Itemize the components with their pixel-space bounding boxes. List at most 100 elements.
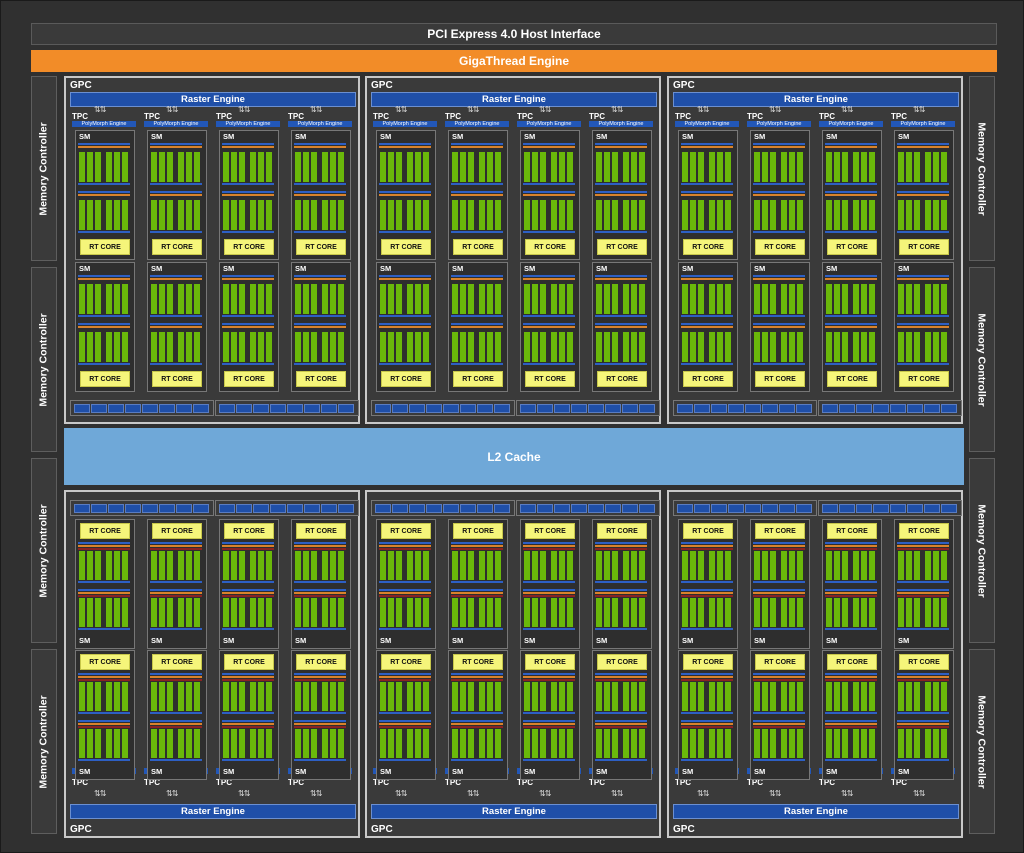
cuda-core-column bbox=[303, 551, 309, 580]
scheduler-bar bbox=[294, 723, 346, 725]
l0-bar bbox=[825, 759, 877, 761]
cuda-core-column bbox=[258, 729, 264, 758]
register-bar bbox=[523, 143, 575, 145]
cuda-core-column bbox=[194, 332, 200, 362]
scheduler-bar bbox=[451, 545, 503, 547]
texture-unit bbox=[907, 404, 923, 413]
cuda-core-column bbox=[250, 598, 256, 627]
tpc-label: TPC bbox=[675, 112, 691, 121]
cuda-core-column bbox=[178, 729, 184, 758]
scheduler-bar bbox=[451, 676, 503, 678]
cuda-core-column bbox=[853, 284, 859, 314]
l0-bar bbox=[753, 315, 805, 317]
l0-bar bbox=[78, 231, 130, 233]
register-bar bbox=[681, 275, 733, 277]
register-bar bbox=[78, 542, 130, 544]
cuda-core-column bbox=[178, 598, 184, 627]
cuda-core-column bbox=[690, 682, 696, 711]
cuda-core-column bbox=[754, 598, 760, 627]
cuda-core-column bbox=[826, 598, 832, 627]
l0-bar bbox=[595, 628, 647, 630]
texture-unit bbox=[409, 404, 425, 413]
cuda-core-column bbox=[754, 284, 760, 314]
register-bar bbox=[825, 143, 877, 145]
cuda-core-column bbox=[869, 200, 875, 230]
cuda-core-column bbox=[834, 200, 840, 230]
texture-unit-row bbox=[673, 500, 817, 516]
cuda-core-column bbox=[79, 729, 85, 758]
cuda-core-column bbox=[311, 729, 317, 758]
sm-label: SM bbox=[380, 767, 392, 776]
cuda-core-column bbox=[725, 598, 731, 627]
scheduler-bar bbox=[451, 723, 503, 725]
cuda-core-column bbox=[709, 200, 715, 230]
cuda-core-column bbox=[122, 200, 128, 230]
cuda-core-column bbox=[106, 598, 112, 627]
scheduler-bar bbox=[222, 146, 274, 148]
l0-bar bbox=[595, 363, 647, 365]
memory-controller-label: Memory Controller bbox=[38, 312, 51, 407]
tpc-label: TPC bbox=[819, 112, 835, 121]
texture-unit bbox=[426, 504, 442, 513]
cuda-core-column bbox=[495, 284, 501, 314]
register-bar bbox=[753, 275, 805, 277]
dispatch-bar bbox=[825, 548, 877, 550]
texture-unit bbox=[375, 504, 391, 513]
cuda-core-column bbox=[906, 729, 912, 758]
register-bar bbox=[150, 720, 202, 722]
cuda-core-column bbox=[151, 729, 157, 758]
scheduler-bar bbox=[825, 146, 877, 148]
rt-core: RT CORE bbox=[899, 371, 949, 387]
cuda-core-column bbox=[797, 152, 803, 182]
sm-block: SM RT CORE bbox=[219, 519, 279, 649]
rt-core: RT CORE bbox=[525, 523, 575, 539]
l0-bar bbox=[523, 581, 575, 583]
scheduler-bar bbox=[379, 592, 431, 594]
l0-bar bbox=[294, 231, 346, 233]
cuda-core-column bbox=[250, 682, 256, 711]
cuda-core-column bbox=[717, 682, 723, 711]
cuda-core-column bbox=[114, 551, 120, 580]
cuda-core-column bbox=[407, 332, 413, 362]
cuda-core-column bbox=[266, 598, 272, 627]
dispatch-bar bbox=[825, 595, 877, 597]
cuda-core-column bbox=[407, 598, 413, 627]
l0-bar bbox=[897, 581, 949, 583]
cuda-core-column bbox=[231, 551, 237, 580]
dispatch-bar bbox=[150, 548, 202, 550]
l0-bar bbox=[523, 231, 575, 233]
sm-block: SM RT CORE bbox=[75, 262, 135, 392]
l0-bar bbox=[451, 363, 503, 365]
cuda-core-column bbox=[612, 200, 618, 230]
cuda-core-column bbox=[487, 200, 493, 230]
cuda-core-column bbox=[612, 152, 618, 182]
cuda-core-column bbox=[231, 332, 237, 362]
cuda-core-column bbox=[933, 152, 939, 182]
cuda-core-column bbox=[330, 551, 336, 580]
cuda-core-column bbox=[631, 598, 637, 627]
sm-label: SM bbox=[79, 636, 91, 645]
l0-bar bbox=[897, 363, 949, 365]
sm-block: SM RT CORE bbox=[75, 650, 135, 780]
l0-bar bbox=[451, 628, 503, 630]
scheduler-bar bbox=[78, 326, 130, 328]
cuda-core-column bbox=[834, 332, 840, 362]
cuda-core-column bbox=[239, 598, 245, 627]
l0-bar bbox=[897, 231, 949, 233]
cuda-core-column bbox=[460, 332, 466, 362]
texture-unit bbox=[677, 504, 693, 513]
cuda-core-column bbox=[114, 729, 120, 758]
cuda-core-column bbox=[834, 152, 840, 182]
l0-bar bbox=[379, 712, 431, 714]
l0-bar bbox=[222, 628, 274, 630]
cuda-core-column bbox=[495, 152, 501, 182]
cuda-core-column bbox=[842, 551, 848, 580]
texture-unit bbox=[639, 504, 655, 513]
cuda-core-column bbox=[789, 152, 795, 182]
l0-bar bbox=[681, 759, 733, 761]
cuda-core-column bbox=[95, 729, 101, 758]
